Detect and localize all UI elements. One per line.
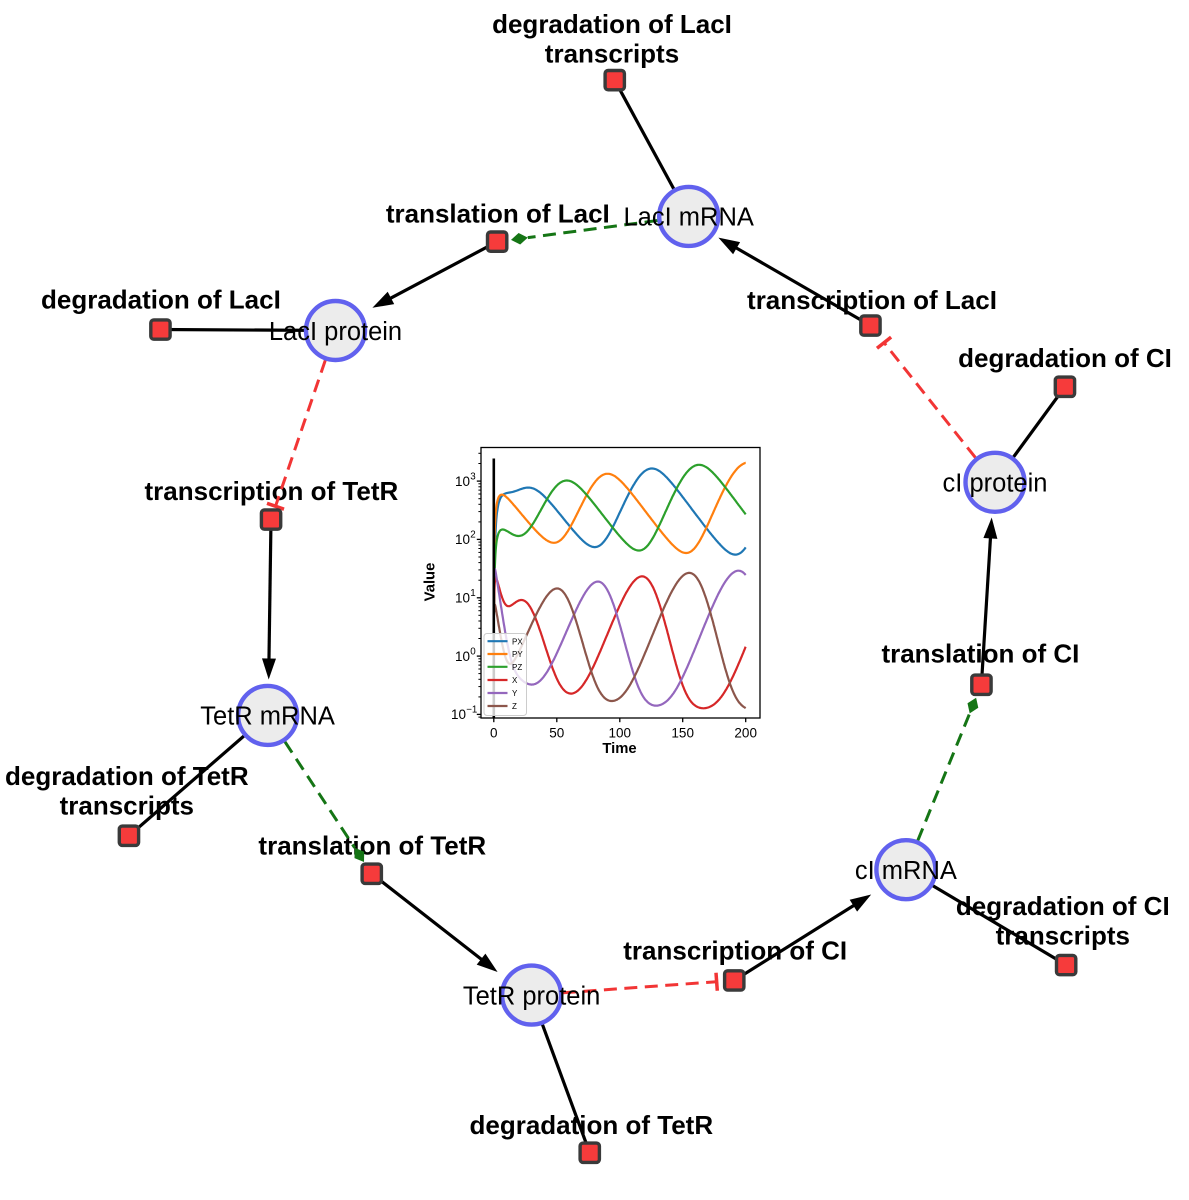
- svg-text:transcription of LacI: transcription of LacI: [747, 285, 997, 315]
- svg-text:100: 100: [609, 726, 632, 741]
- svg-text:degradation of CI: degradation of CI: [958, 343, 1172, 373]
- svg-text:degradation of LacI: degradation of LacI: [492, 9, 732, 39]
- svg-text:PX: PX: [512, 637, 523, 646]
- svg-text:translation of TetR: translation of TetR: [258, 830, 486, 860]
- svg-text:translation of LacI: translation of LacI: [386, 198, 610, 228]
- svg-text:10: 10: [455, 649, 470, 664]
- svg-text:3: 3: [470, 471, 476, 482]
- svg-text:Y: Y: [512, 689, 518, 698]
- svg-text:transcription of CI: transcription of CI: [623, 935, 847, 965]
- svg-text:degradation of TetR: degradation of TetR: [5, 761, 249, 791]
- svg-text:transcripts: transcripts: [545, 38, 679, 68]
- svg-text:LacI protein: LacI protein: [269, 318, 402, 346]
- svg-text:10: 10: [455, 532, 470, 547]
- svg-text:cI mRNA: cI mRNA: [855, 857, 957, 885]
- svg-text:50: 50: [549, 726, 564, 741]
- svg-text:degradation of LacI: degradation of LacI: [41, 285, 281, 315]
- svg-text:TetR mRNA: TetR mRNA: [200, 703, 335, 731]
- svg-text:TetR protein: TetR protein: [463, 982, 601, 1010]
- svg-text:10: 10: [455, 474, 470, 489]
- svg-text:10: 10: [451, 707, 466, 722]
- svg-text:2: 2: [470, 530, 475, 541]
- svg-text:Time: Time: [602, 741, 636, 757]
- svg-text:LacI mRNA: LacI mRNA: [624, 204, 754, 232]
- svg-text:transcripts: transcripts: [60, 790, 194, 820]
- svg-text:0: 0: [490, 726, 498, 741]
- svg-text:transcription of TetR: transcription of TetR: [145, 476, 399, 506]
- svg-text:0: 0: [470, 646, 476, 657]
- svg-text:150: 150: [671, 726, 694, 741]
- svg-text:X: X: [512, 676, 518, 685]
- svg-text:1: 1: [470, 588, 475, 599]
- svg-text:Z: Z: [512, 702, 517, 711]
- svg-text:degradation of CI: degradation of CI: [956, 891, 1170, 921]
- svg-text:PZ: PZ: [512, 663, 522, 672]
- svg-text:200: 200: [734, 726, 757, 741]
- svg-text:−1: −1: [466, 705, 477, 716]
- svg-text:degradation of TetR: degradation of TetR: [469, 1110, 713, 1140]
- svg-text:10: 10: [455, 591, 470, 606]
- svg-text:cI protein: cI protein: [943, 470, 1048, 498]
- svg-text:translation of CI: translation of CI: [881, 638, 1079, 668]
- svg-text:Value: Value: [423, 563, 439, 602]
- svg-text:PY: PY: [512, 650, 523, 659]
